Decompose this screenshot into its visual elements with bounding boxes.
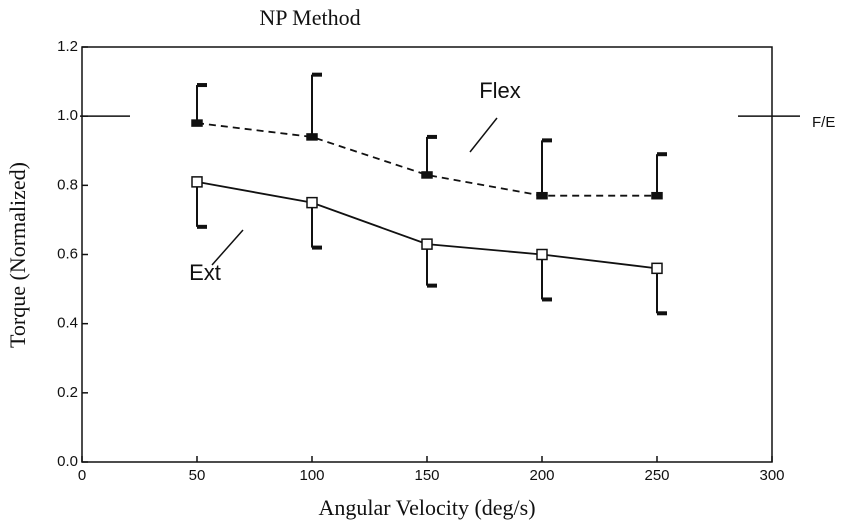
data-point	[191, 119, 203, 127]
chart-title: NP Method	[259, 5, 360, 30]
y-tick-label: 0.2	[57, 384, 78, 401]
y-tick-label: 0.4	[57, 315, 78, 332]
y-tick-label: 1.2	[57, 38, 78, 55]
data-point	[306, 196, 318, 209]
annotation-line	[469, 117, 498, 153]
y-tick-label: 1.0	[57, 107, 78, 124]
data-point	[536, 191, 548, 200]
y-tick-label: 0.6	[57, 245, 78, 262]
x-tick-label: 250	[644, 467, 669, 484]
x-tick-label: 0	[78, 467, 86, 484]
y-tick-label: 0.8	[57, 176, 78, 193]
x-tick-label: 150	[414, 467, 439, 484]
y-tick-label: 0.0	[57, 453, 78, 470]
data-point	[421, 171, 433, 179]
data-point	[536, 248, 548, 261]
series-label: Ext	[189, 260, 221, 285]
data-point	[651, 191, 663, 200]
series-label: Flex	[479, 78, 521, 103]
data-point	[651, 262, 663, 275]
data-point	[191, 176, 203, 188]
y-axis-label: Torque (Normalized)	[5, 162, 30, 348]
data-point	[306, 133, 318, 141]
data-point	[421, 238, 433, 250]
x-tick-label: 100	[299, 467, 324, 484]
x-axis-label: Angular Velocity (deg/s)	[318, 495, 535, 520]
x-tick-label: 300	[759, 467, 784, 484]
series-line	[196, 122, 657, 197]
reference-label: F/E	[812, 114, 835, 131]
annotation-line	[211, 229, 244, 266]
x-tick-label: 200	[529, 467, 554, 484]
x-tick-label: 50	[189, 467, 206, 484]
